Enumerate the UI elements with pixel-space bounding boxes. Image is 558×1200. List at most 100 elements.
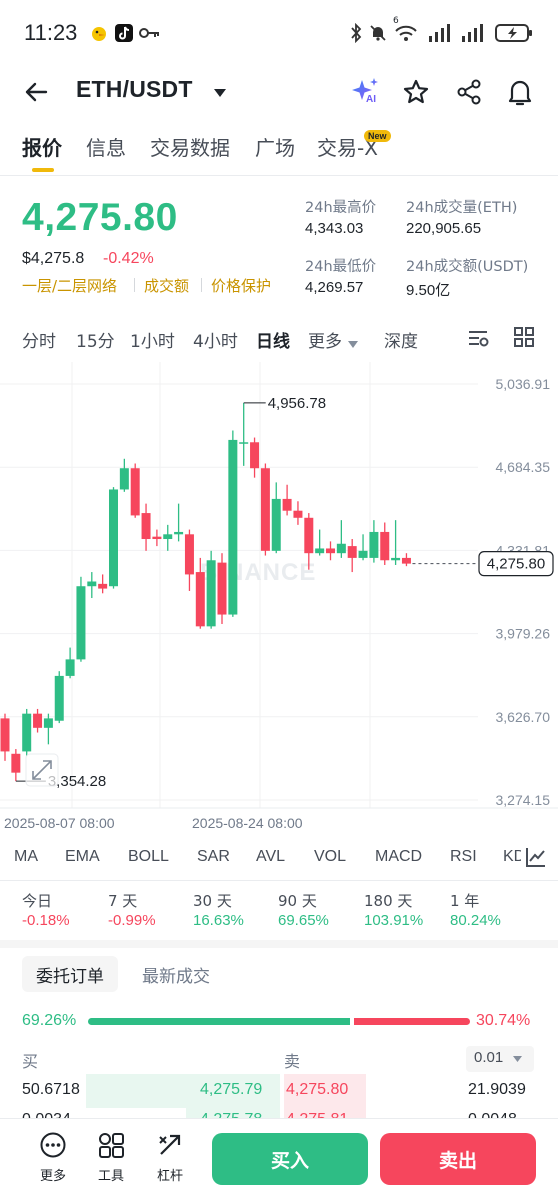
interval-4h[interactable]: 4小时	[193, 332, 238, 352]
indicator-ma[interactable]: MA	[14, 848, 38, 865]
volume-usdt-value: 9.50亿	[406, 282, 451, 299]
bid-price[interactable]: 4,275.79	[200, 1081, 263, 1098]
indicator-boll[interactable]: BOLL	[128, 848, 169, 865]
leverage-icon	[159, 1134, 181, 1155]
pair-dropdown-icon[interactable]	[212, 84, 228, 103]
indicator-avl[interactable]: AVL	[256, 848, 286, 865]
price-change: -0.42%	[103, 250, 154, 267]
ask-depth-bar	[284, 1074, 366, 1108]
tab-recent-trades[interactable]: 最新成交	[142, 967, 210, 987]
precision-select[interactable]: 0.01	[466, 1046, 534, 1072]
expand-chart-icon[interactable]	[25, 753, 59, 787]
ask-price[interactable]: 4,275.80	[286, 1081, 349, 1098]
tab-info[interactable]: 信息	[86, 136, 126, 160]
candle-body	[152, 536, 162, 540]
bottom-action-bar: 更多 工具 杠杆 买入 卖出	[0, 1118, 558, 1200]
interval-15m[interactable]: 15分	[76, 332, 115, 352]
binance-watermark: BINANCE	[200, 559, 316, 586]
tag-divider	[134, 278, 135, 292]
precision-value: 0.01	[474, 1049, 504, 1066]
app-header: ETH/USDT AI	[0, 66, 558, 118]
ai-sparkle-icon[interactable]: AI	[350, 76, 382, 108]
tag-divider	[201, 278, 202, 292]
indicator-rsi[interactable]: RSI	[450, 848, 477, 865]
period-label: 180 天	[364, 892, 413, 910]
candle-body	[109, 489, 118, 587]
candlestick-chart[interactable]: 5,036.91 4,684.35 4,331.81 3,979.26 3,626.70…	[0, 362, 558, 832]
share-icon[interactable]	[455, 78, 483, 110]
candle-body	[163, 534, 173, 540]
sell-button[interactable]: 卖出	[380, 1133, 536, 1185]
tag-price-protection[interactable]: 价格保护	[211, 277, 272, 295]
x-tick-label: 2025-08-24 08:00	[192, 815, 303, 831]
bluetooth-icon	[348, 22, 364, 44]
indicator-chart-icon[interactable]	[524, 845, 548, 873]
pair-title[interactable]: ETH/USDT	[76, 76, 193, 102]
buy-button[interactable]: 买入	[212, 1133, 368, 1185]
candle-body	[206, 560, 216, 627]
chart-canvas[interactable]: 5,036.914,684.354,331.813,979.263,626.70…	[0, 362, 558, 832]
tag-layer-network[interactable]: 一层/二层网络	[22, 277, 118, 295]
interval-1d[interactable]: 日线	[256, 332, 290, 352]
candle-body	[315, 548, 325, 554]
indicator-kdj[interactable]: KDJ	[503, 848, 521, 865]
sell-ratio-fill	[354, 1018, 470, 1025]
section-tabs: 报价 信息 交易数据 广场 交易-X	[0, 124, 558, 176]
tiktok-icon	[114, 22, 134, 44]
ask-header: 卖	[284, 1052, 301, 1071]
usd-price: $4,275.8	[22, 250, 85, 267]
status-time: 11:23	[24, 20, 78, 45]
sell-label: 卖出	[438, 1149, 477, 1172]
tools-label: 工具	[97, 1169, 124, 1184]
tools-button[interactable]: 工具	[86, 1131, 136, 1184]
key-icon	[138, 22, 162, 44]
candle-body	[130, 468, 140, 516]
more-button[interactable]: 更多	[28, 1131, 78, 1184]
volume-usdt-label: 24h成交额(USDT)	[406, 259, 529, 275]
tab-square[interactable]: 广场	[255, 136, 295, 160]
indicator-ema[interactable]: EMA	[65, 848, 100, 865]
indicator-sar[interactable]: SAR	[197, 848, 230, 865]
candle-body	[380, 531, 390, 561]
y-tick-label: 4,684.35	[496, 459, 551, 475]
tag-turnover[interactable]: 成交额	[144, 277, 190, 295]
candle-body	[326, 548, 335, 554]
candle-body	[87, 581, 97, 587]
star-icon[interactable]	[402, 78, 430, 110]
candle-body	[217, 562, 227, 615]
high-value: 4,343.03	[305, 220, 364, 237]
tab-quote[interactable]: 报价	[22, 136, 62, 160]
back-arrow-icon[interactable]	[22, 78, 50, 110]
grid-layout-icon[interactable]	[513, 326, 535, 352]
leverage-button[interactable]: 杠杆	[145, 1131, 195, 1184]
leverage-label: 杠杆	[156, 1169, 183, 1184]
chart-settings-icon[interactable]	[466, 326, 490, 354]
period-label: 30 天	[193, 892, 232, 910]
interval-depth[interactable]: 深度	[384, 332, 418, 352]
candle-body	[98, 583, 108, 589]
interval-line[interactable]: 分时	[22, 332, 56, 352]
interval-1h[interactable]: 1小时	[130, 332, 175, 352]
chevron-down-icon	[513, 1056, 522, 1062]
candle-body	[11, 753, 21, 773]
indicator-macd[interactable]: MACD	[375, 848, 423, 865]
y-tick-label: 3,626.70	[496, 709, 551, 725]
bid-quantity: 50.6718	[22, 1081, 80, 1098]
candle-body	[228, 439, 238, 615]
low-label: 24h最低价	[305, 259, 377, 275]
volume-eth-label: 24h成交量(ETH)	[406, 200, 518, 216]
tab-trading-data[interactable]: 交易数据	[150, 136, 230, 160]
period-change: -0.99%	[108, 912, 156, 929]
candle-body	[293, 510, 303, 518]
interval-more[interactable]: 更多	[308, 332, 342, 352]
bell-icon[interactable]	[506, 77, 534, 111]
candle-body	[336, 543, 346, 554]
mute-icon	[368, 22, 388, 44]
more-label: 更多	[39, 1169, 66, 1184]
more-dropdown-icon[interactable]	[347, 334, 359, 353]
bid-header: 买	[22, 1052, 39, 1071]
candle-body	[76, 586, 86, 660]
low-value: 4,269.57	[305, 279, 364, 296]
indicator-vol[interactable]: VOL	[314, 848, 347, 865]
tab-order-book[interactable]: 委托订单	[22, 956, 118, 992]
